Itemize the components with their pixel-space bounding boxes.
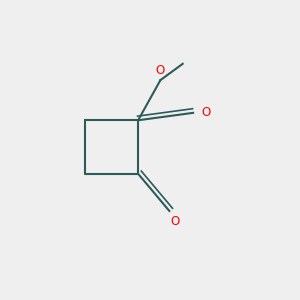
Text: O: O <box>201 106 211 119</box>
Text: O: O <box>171 215 180 228</box>
Text: O: O <box>156 64 165 76</box>
